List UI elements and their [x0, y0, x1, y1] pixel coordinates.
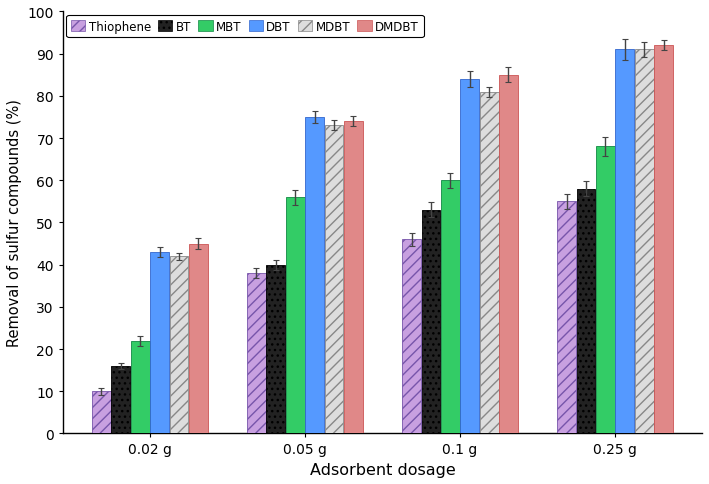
Bar [247, 273, 266, 434]
Bar [150, 253, 169, 434]
Bar [615, 50, 635, 434]
Bar [286, 198, 305, 434]
Bar [422, 211, 440, 434]
Bar [189, 244, 208, 434]
Bar [635, 50, 654, 434]
Bar [325, 126, 343, 434]
Bar [92, 392, 111, 434]
Bar [596, 147, 615, 434]
Bar [305, 118, 324, 434]
Bar [480, 92, 498, 434]
Legend: Thiophene, BT, MBT, DBT, MDBT, DMDBT: Thiophene, BT, MBT, DBT, MDBT, DMDBT [67, 16, 423, 38]
Y-axis label: Removal of sulfur compounds (%): Removal of sulfur compounds (%) [7, 99, 22, 347]
Bar [267, 265, 285, 434]
Bar [441, 181, 459, 434]
Bar [111, 366, 130, 434]
Bar [576, 189, 596, 434]
Bar [344, 122, 363, 434]
X-axis label: Adsorbent dosage: Adsorbent dosage [310, 462, 455, 477]
Bar [460, 80, 479, 434]
Bar [130, 341, 150, 434]
Bar [654, 46, 673, 434]
Bar [557, 202, 576, 434]
Bar [402, 240, 421, 434]
Bar [499, 76, 518, 434]
Bar [169, 257, 189, 434]
